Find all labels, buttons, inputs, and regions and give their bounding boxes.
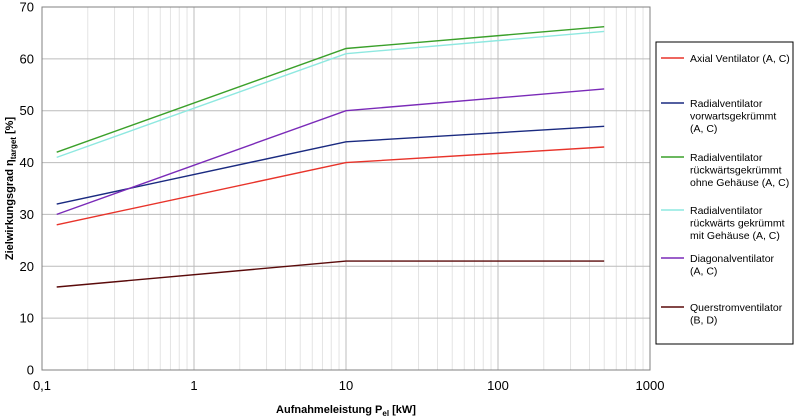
legend-label-line: Radialventilator — [690, 98, 763, 110]
y-tick-label: 70 — [20, 0, 34, 15]
y-tick-label: 40 — [20, 155, 34, 170]
legend-label-line: ohne Gehäuse (A, C) — [690, 177, 789, 189]
legend: Axial Ventilator (A, C)Radialventilator v… — [655, 41, 794, 345]
legend-label-line: Diagonalventilator — [690, 253, 775, 265]
legend-box — [655, 41, 794, 345]
minor-grid — [87, 7, 644, 370]
y-axis-title-unit: [%] — [4, 117, 16, 138]
legend-item-3: Radialventilator rückwärtsgekrümmt ohne Ge… — [661, 152, 789, 189]
legend-item-2: Radialventilator vorwartsgekrümmt (A, C) — [661, 98, 776, 135]
y-tick-label: 60 — [20, 51, 34, 66]
legend-item-1: Axial Ventilator (A, C) — [661, 53, 790, 65]
series-line-5 — [56, 88, 605, 216]
x-axis-title: Aufnahmeleistung Pel [kW] — [276, 404, 416, 418]
x-axis-title-unit: [kW] — [389, 404, 416, 416]
legend-label: Radialventilator rückwärtsgekrümmt ohne Ge… — [690, 152, 789, 189]
x-tick-labels: 0,1 1 10 100 1000 — [33, 378, 665, 393]
y-tick-label: 20 — [20, 259, 34, 274]
legend-label-line: rückwärtsgekrümmt — [690, 165, 782, 177]
y-tick-label: 30 — [20, 207, 34, 222]
x-tick-label: 100 — [487, 378, 509, 393]
legend-label-line: Radialventilator — [690, 205, 763, 217]
y-tick-label: 0 — [27, 363, 34, 378]
legend-label-line: (A, C) — [690, 266, 717, 278]
x-tick-label: 0,1 — [33, 378, 51, 393]
legend-label: Diagonalventilator (A, C) — [690, 253, 775, 278]
legend-label: Querstromventilator (B, D) — [690, 302, 783, 327]
legend-label-line: vorwartsgekrümmt — [690, 111, 776, 123]
x-tick-label: 10 — [339, 378, 353, 393]
legend-label-line: Radialventilator — [690, 152, 763, 164]
series-line-2 — [56, 125, 605, 205]
legend-item-5: Diagonalventilator (A, C) — [661, 253, 775, 278]
y-tick-label: 10 — [20, 311, 34, 326]
legend-label-line: Querstromventilator — [690, 302, 783, 314]
legend-label: Axial Ventilator (A, C) — [690, 53, 790, 65]
legend-label-line: rückwärts gekrümmt — [690, 218, 785, 230]
legend-label-line: Axial Ventilator (A, C) — [690, 53, 790, 65]
y-axis-title-main: Zielwirkungsgrad η — [4, 159, 16, 260]
series-line-6 — [56, 260, 605, 288]
legend-label-line: (B, D) — [690, 315, 717, 327]
legend-label: Radialventilator vorwartsgekrümmt (A, C) — [690, 98, 776, 135]
y-axis-title: Zielwirkungsgrad ηtarget [%] — [4, 117, 18, 261]
series-line-3 — [56, 26, 605, 153]
series-line-1 — [56, 146, 605, 226]
y-tick-label: 50 — [20, 103, 34, 118]
x-tick-label: 1 — [190, 378, 197, 393]
legend-label: Radialventilator rückwärts gekrümmt mit Ge… — [690, 205, 785, 242]
series-line-4 — [56, 30, 605, 159]
plot-frame — [41, 6, 651, 371]
legend-item-6: Querstromventilator (B, D) — [661, 302, 783, 327]
x-axis-title-main: Aufnahmeleistung P — [276, 404, 382, 416]
series-lines — [56, 26, 605, 288]
y-axis-title-sub: target — [9, 137, 18, 160]
x-axis-title-sub: el — [382, 409, 389, 418]
y-tick-labels: 0 10 20 30 40 50 60 70 — [20, 0, 34, 378]
x-tick-label: 1000 — [636, 378, 665, 393]
legend-label-line: mit Gehäuse (A, C) — [690, 230, 780, 242]
legend-label-line: (A, C) — [690, 123, 717, 135]
legend-item-4: Radialventilator rückwärts gekrümmt mit Ge… — [661, 205, 785, 242]
